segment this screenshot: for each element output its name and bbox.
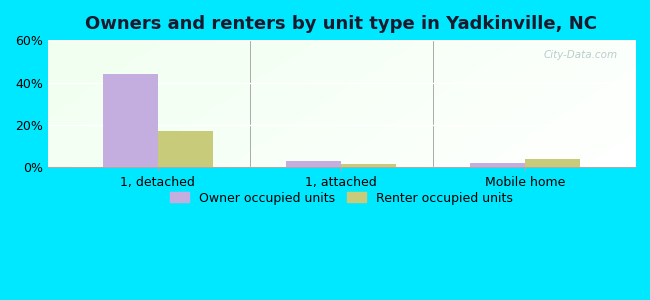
Bar	[286, 161, 341, 167]
Bar	[341, 164, 396, 167]
Bar	[103, 74, 158, 167]
Title: Owners and renters by unit type in Yadkinville, NC: Owners and renters by unit type in Yadki…	[85, 15, 597, 33]
Text: City-Data.com: City-Data.com	[543, 50, 618, 60]
Bar	[525, 159, 580, 167]
Legend: Owner occupied units, Renter occupied units: Owner occupied units, Renter occupied un…	[165, 187, 518, 210]
Bar	[470, 163, 525, 167]
Bar	[158, 131, 213, 167]
